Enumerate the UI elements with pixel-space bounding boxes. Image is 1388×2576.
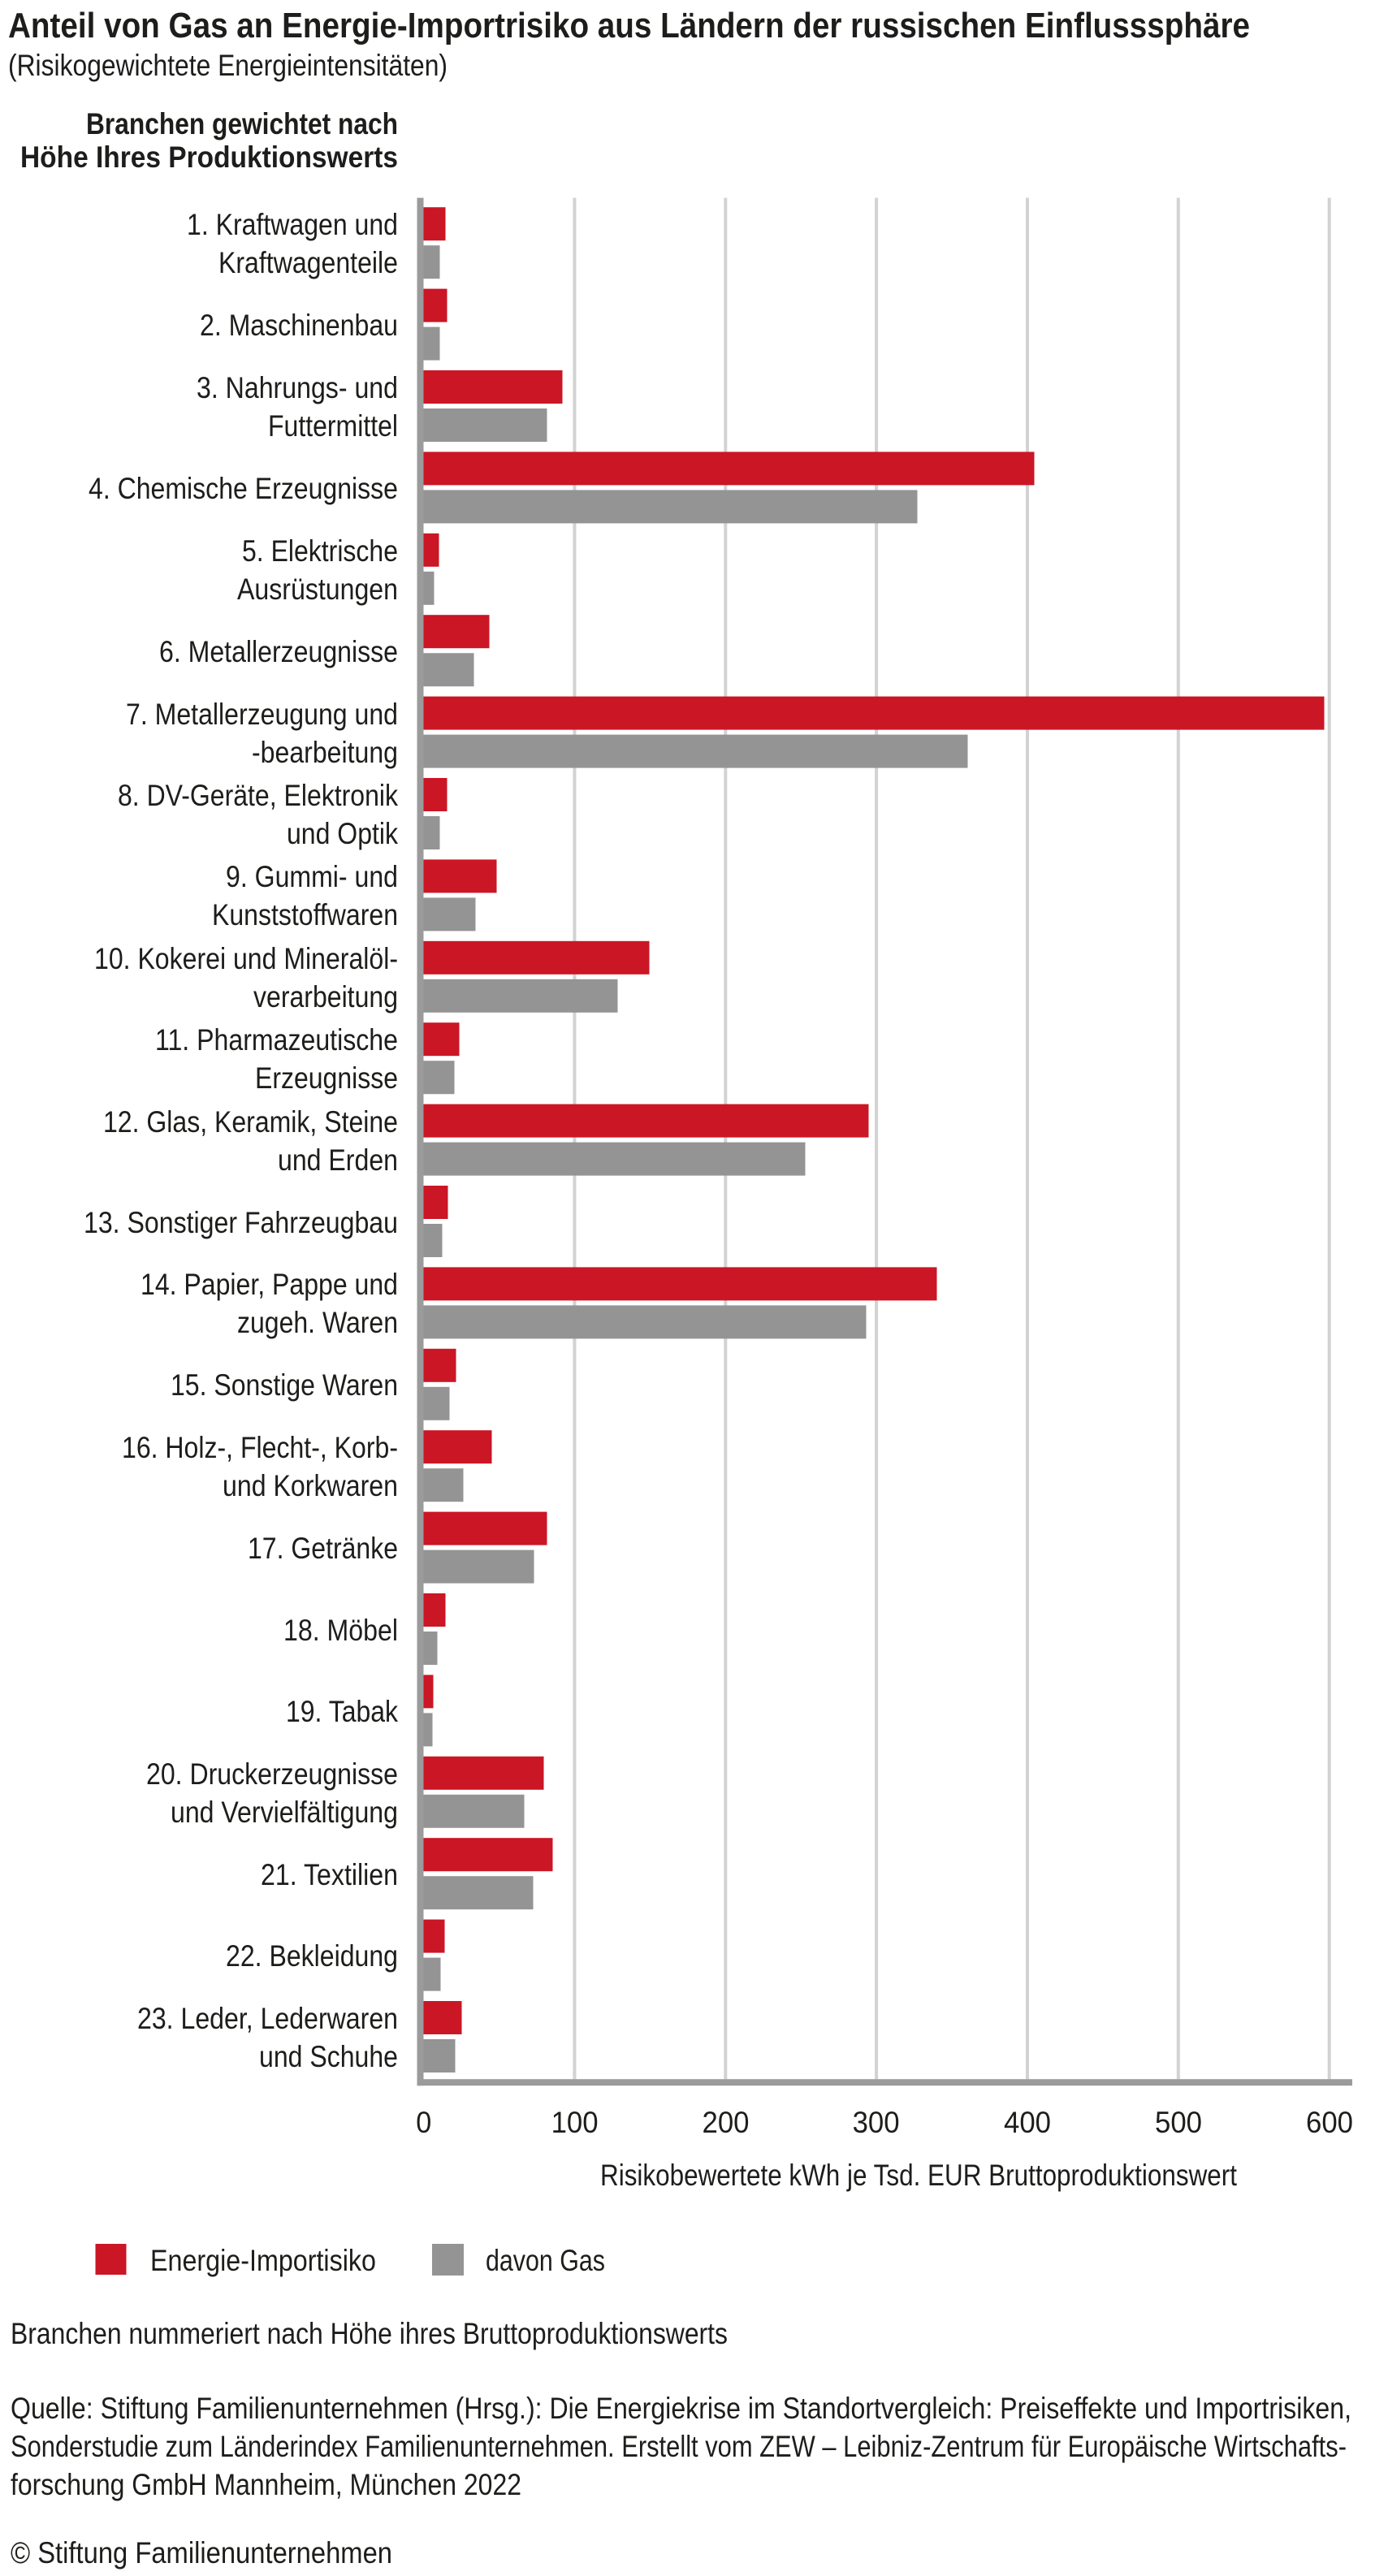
svg-text:100: 100 — [551, 2106, 599, 2139]
svg-text:18. Möbel: 18. Möbel — [283, 1614, 398, 1647]
svg-text:11. Pharmazeutische: 11. Pharmazeutische — [155, 1023, 398, 1057]
svg-text:und Erden: und Erden — [278, 1143, 398, 1177]
svg-text:Sonderstudie zum Länderindex F: Sonderstudie zum Länderindex Familienunt… — [11, 2430, 1347, 2463]
svg-text:20. Druckerzeugnisse: 20. Druckerzeugnisse — [146, 1757, 398, 1791]
svg-text:3. Nahrungs- und: 3. Nahrungs- und — [197, 371, 398, 404]
svg-text:500: 500 — [1155, 2106, 1202, 2139]
svg-text:(Risikogewichtete Energieinten: (Risikogewichtete Energieintensitäten) — [8, 49, 448, 82]
svg-text:23. Leder, Lederwaren: 23. Leder, Lederwaren — [137, 2002, 398, 2035]
svg-text:10. Kokerei und Mineralöl-: 10. Kokerei und Mineralöl- — [94, 942, 398, 975]
svg-text:5. Elektrische: 5. Elektrische — [242, 534, 398, 568]
svg-text:forschung GmbH Mannheim, Münch: forschung GmbH Mannheim, München 2022 — [11, 2468, 521, 2501]
svg-text:Risikobewertete kWh je Tsd. EU: Risikobewertete kWh je Tsd. EUR Bruttopr… — [600, 2159, 1238, 2192]
svg-text:2. Maschinenbau: 2. Maschinenbau — [200, 309, 398, 342]
svg-text:9. Gummi- und: 9. Gummi- und — [226, 860, 398, 893]
svg-text:8. DV-Geräte, Elektronik: 8. DV-Geräte, Elektronik — [118, 779, 398, 812]
svg-text:und Korkwaren: und Korkwaren — [223, 1469, 398, 1502]
svg-text:200: 200 — [703, 2106, 750, 2139]
svg-text:© Stiftung Familienunternehmen: © Stiftung Familienunternehmen — [11, 2536, 392, 2570]
svg-text:4. Chemische Erzeugnisse: 4. Chemische Erzeugnisse — [89, 472, 398, 505]
svg-text:1. Kraftwagen und: 1. Kraftwagen und — [187, 208, 398, 241]
svg-text:14. Papier, Pappe und: 14. Papier, Pappe und — [141, 1268, 398, 1301]
svg-text:19. Tabak: 19. Tabak — [286, 1695, 398, 1728]
svg-text:300: 300 — [853, 2106, 900, 2139]
svg-text:Kunststoffwaren: Kunststoffwaren — [212, 898, 398, 931]
svg-text:Anteil von Gas an Energie-Impo: Anteil von Gas an Energie-Importrisiko a… — [8, 6, 1250, 45]
svg-text:Branchen nummeriert nach Höhe: Branchen nummeriert nach Höhe ihres Brut… — [11, 2317, 728, 2350]
svg-text:und Schuhe: und Schuhe — [259, 2040, 398, 2073]
svg-text:Quelle: Stiftung Familienunter: Quelle: Stiftung Familienunternehmen (Hr… — [11, 2392, 1351, 2425]
svg-text:6. Metallerzeugnisse: 6. Metallerzeugnisse — [159, 635, 398, 668]
svg-text:600: 600 — [1306, 2106, 1353, 2139]
svg-text:Branchen gewichtet nach: Branchen gewichtet nach — [86, 107, 398, 140]
svg-text:zugeh. Waren: zugeh. Waren — [237, 1306, 398, 1339]
svg-text:und Vervielfältigung: und Vervielfältigung — [171, 1796, 398, 1829]
svg-text:12. Glas, Keramik, Steine: 12. Glas, Keramik, Steine — [103, 1105, 398, 1139]
svg-text:21. Textilien: 21. Textilien — [261, 1858, 398, 1891]
svg-text:0: 0 — [416, 2106, 431, 2139]
svg-text:15. Sonstige Waren: 15. Sonstige Waren — [171, 1368, 398, 1402]
svg-text:22. Bekleidung: 22. Bekleidung — [226, 1939, 398, 1973]
svg-text:17. Getränke: 17. Getränke — [248, 1532, 398, 1565]
svg-text:und Optik: und Optik — [287, 817, 398, 850]
svg-text:400: 400 — [1004, 2106, 1051, 2139]
svg-text:-bearbeitung: -bearbeitung — [252, 736, 398, 769]
svg-text:davon Gas: davon Gas — [486, 2244, 605, 2277]
svg-text:7. Metallerzeugung und: 7. Metallerzeugung und — [126, 698, 398, 731]
svg-text:Höhe Ihres Produktionswerts: Höhe Ihres Produktionswerts — [20, 140, 398, 174]
svg-text:Energie-Importisiko: Energie-Importisiko — [150, 2244, 376, 2277]
svg-text:Erzeugnisse: Erzeugnisse — [255, 1061, 398, 1095]
svg-text:16. Holz-, Flecht-, Korb-: 16. Holz-, Flecht-, Korb- — [122, 1431, 398, 1464]
svg-text:verarbeitung: verarbeitung — [253, 980, 398, 1014]
svg-text:Ausrüstungen: Ausrüstungen — [237, 573, 398, 606]
svg-text:Kraftwagenteile: Kraftwagenteile — [218, 246, 398, 279]
svg-text:13. Sonstiger Fahrzeugbau: 13. Sonstiger Fahrzeugbau — [84, 1206, 398, 1239]
svg-text:Futtermittel: Futtermittel — [268, 409, 398, 443]
